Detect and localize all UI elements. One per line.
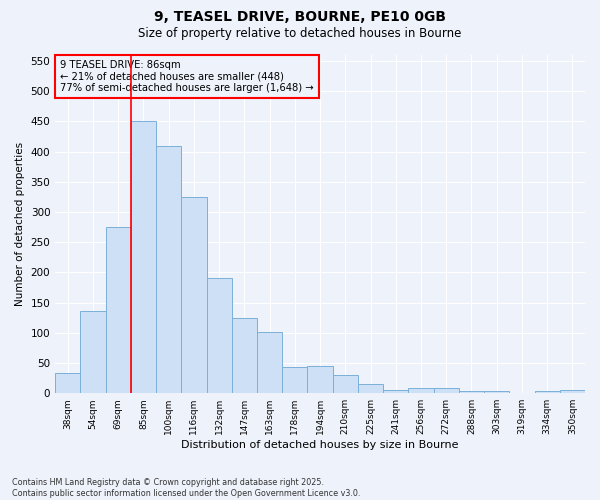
Bar: [156, 146, 181, 393]
Bar: [307, 366, 332, 393]
Bar: [358, 384, 383, 393]
Bar: [434, 388, 459, 393]
X-axis label: Distribution of detached houses by size in Bourne: Distribution of detached houses by size …: [181, 440, 459, 450]
Text: 9, TEASEL DRIVE, BOURNE, PE10 0GB: 9, TEASEL DRIVE, BOURNE, PE10 0GB: [154, 10, 446, 24]
Y-axis label: Number of detached properties: Number of detached properties: [15, 142, 25, 306]
Bar: [131, 122, 156, 393]
Text: Contains HM Land Registry data © Crown copyright and database right 2025.
Contai: Contains HM Land Registry data © Crown c…: [12, 478, 361, 498]
Bar: [459, 391, 484, 393]
Text: Size of property relative to detached houses in Bourne: Size of property relative to detached ho…: [139, 28, 461, 40]
Bar: [206, 278, 232, 393]
Bar: [80, 311, 106, 393]
Bar: [332, 375, 358, 393]
Bar: [106, 227, 131, 393]
Bar: [383, 390, 409, 393]
Bar: [55, 372, 80, 393]
Bar: [484, 392, 509, 393]
Bar: [181, 197, 206, 393]
Bar: [560, 390, 585, 393]
Bar: [257, 332, 282, 393]
Bar: [535, 392, 560, 393]
Bar: [409, 388, 434, 393]
Text: 9 TEASEL DRIVE: 86sqm
← 21% of detached houses are smaller (448)
77% of semi-det: 9 TEASEL DRIVE: 86sqm ← 21% of detached …: [61, 60, 314, 94]
Bar: [282, 366, 307, 393]
Bar: [232, 318, 257, 393]
